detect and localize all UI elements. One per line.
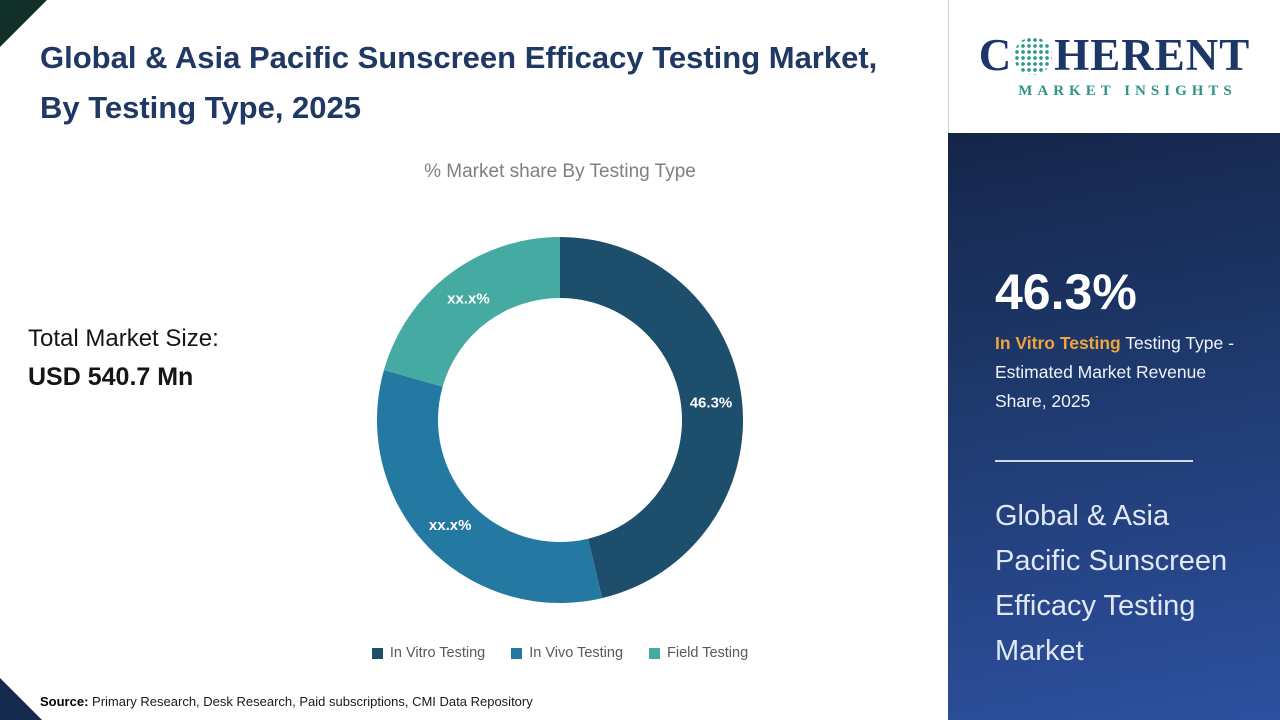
- slice-label-in-vitro-testing: 46.3%: [690, 394, 733, 411]
- stat-rest: Testing Type - Estimated Market Revenue …: [995, 333, 1234, 411]
- chart-title: % Market share By Testing Type: [424, 161, 696, 182]
- donut-slice-field-testing: [383, 237, 560, 387]
- panel-divider: [995, 460, 1193, 462]
- source-label: Source:: [40, 694, 89, 709]
- page-title: Global & Asia Pacific Sunscreen Efficacy…: [40, 40, 878, 125]
- highlight-panel: 46.3% In Vitro Testing Testing Type - Es…: [948, 133, 1280, 720]
- stat-description: In Vitro Testing Testing Type - Estimate…: [995, 329, 1245, 416]
- globe-icon: [1014, 36, 1053, 75]
- stat-highlight: In Vitro Testing: [995, 333, 1121, 353]
- logo-wordmark: C HERENT: [979, 33, 1251, 78]
- source-text: Primary Research, Desk Research, Paid su…: [92, 694, 533, 709]
- legend-label: In Vitro Testing: [389, 645, 486, 661]
- legend-item-in-vivo-testing: In Vivo Testing: [511, 645, 623, 661]
- legend-label: In Vivo Testing: [529, 645, 624, 661]
- logo-letters-herent: HERENT: [1054, 30, 1251, 80]
- legend-item-in-vitro-testing: In Vitro Testing: [371, 645, 486, 661]
- sidebar: C HERENT MARKET INSIGHTS 46.3% In Vitro …: [948, 0, 1280, 720]
- donut-chart: 46.3% xx.x% xx.x%: [377, 237, 744, 604]
- legend-item-field-testing: Field Testing: [649, 645, 748, 661]
- total-market-size: Total Market Size: USD 540.7 Mn: [28, 325, 219, 392]
- corner-accent-bottom-left: [0, 678, 42, 720]
- brand-logo: C HERENT MARKET INSIGHTS: [948, 0, 1280, 133]
- source-note: Source: Primary Research, Desk Research,…: [40, 694, 533, 709]
- stat-value: 46.3%: [995, 264, 1137, 320]
- legend-swatch-icon: [649, 647, 661, 659]
- panel-title: Global & Asia Pacific Sunscreen Efficacy…: [995, 500, 1228, 667]
- market-size-label: Total Market Size:: [28, 325, 219, 352]
- logo-letter-c: C: [978, 30, 1013, 80]
- donut-slice-in-vitro-testing: [560, 237, 744, 599]
- market-size-value: USD 540.7 Mn: [28, 363, 194, 391]
- slice-label-field-testing: xx.x%: [447, 291, 490, 308]
- chart-legend: In Vitro Testing In Vivo Testing Field Tes…: [200, 645, 920, 661]
- legend-label: Field Testing: [667, 645, 749, 661]
- logo-subtext: MARKET INSIGHTS: [1018, 83, 1237, 99]
- slice-label-in-vivo-testing: xx.x%: [429, 517, 472, 534]
- legend-swatch-icon: [511, 647, 523, 659]
- legend-swatch-icon: [371, 647, 383, 659]
- donut-slice-in-vivo-testing: [377, 370, 603, 604]
